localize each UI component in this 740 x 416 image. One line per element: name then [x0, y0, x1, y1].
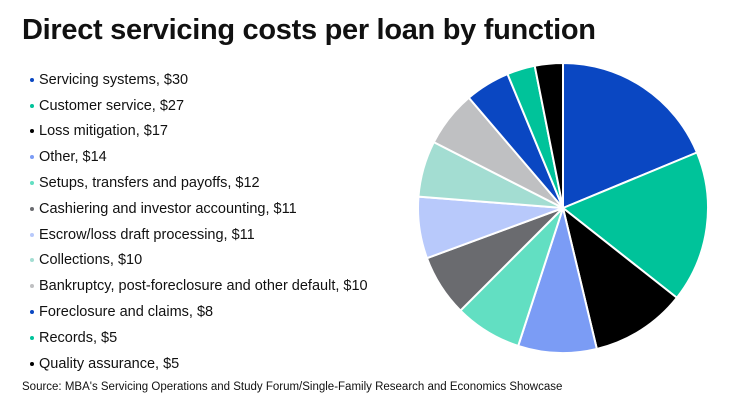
legend-label: Customer service, $27: [39, 97, 185, 114]
legend-label: Foreclosure and claims, $8: [39, 304, 214, 321]
legend-bullet-icon: [30, 181, 34, 186]
legend-bullet-icon: [30, 310, 34, 315]
legend-bullet-icon: [30, 77, 34, 82]
legend-item: Cashiering and investor accounting, $11: [30, 196, 368, 222]
legend-item: Setups, transfers and payoffs, $12: [30, 170, 368, 196]
legend-label: Servicing systems, $30: [39, 71, 189, 88]
pie-slice-servicing-systems: [562, 62, 698, 209]
legend-bullet-icon: [30, 155, 34, 160]
legend-item: Foreclosure and claims, $8: [30, 299, 368, 325]
legend-item: Other, $14: [30, 144, 368, 170]
legend-bullet-icon: [30, 258, 34, 263]
legend-item: Quality assurance, $5: [30, 351, 368, 377]
legend-label: Loss mitigation, $17: [39, 123, 168, 140]
chart-title: Direct servicing costs per loan by funct…: [22, 14, 596, 46]
legend-label: Escrow/loss draft processing, $11: [39, 226, 255, 243]
pie-slice-customer-service: [562, 151, 709, 299]
legend-label: Records, $5: [39, 329, 118, 346]
pie-chart: [417, 62, 709, 354]
chart-legend: Servicing systems, $30 Customer service, …: [30, 67, 368, 377]
legend-item: Bankruptcy, post-foreclosure and other d…: [30, 273, 368, 299]
pie-slice-quality-assurance: [533, 62, 564, 209]
legend-item: Records, $5: [30, 325, 368, 351]
source-note: Source: MBA's Servicing Operations and S…: [22, 381, 563, 393]
legend-item: Collections, $10: [30, 248, 368, 274]
legend-label: Quality assurance, $5: [39, 355, 180, 372]
legend-item: Servicing systems, $30: [30, 67, 368, 93]
legend-bullet-icon: [30, 361, 34, 366]
legend-bullet-icon: [30, 129, 34, 134]
legend-label: Other, $14: [39, 149, 107, 166]
legend-bullet-icon: [30, 284, 34, 289]
legend-item: Escrow/loss draft processing, $11: [30, 222, 368, 248]
legend-label: Cashiering and investor accounting, $11: [39, 200, 297, 217]
pie-slice-loss-mitigation: [562, 207, 678, 350]
legend-bullet-icon: [30, 335, 34, 340]
legend-label: Bankruptcy, post-foreclosure and other d…: [39, 278, 368, 295]
legend-bullet-icon: [30, 206, 34, 211]
legend-bullet-icon: [30, 232, 34, 237]
legend-bullet-icon: [30, 103, 34, 108]
legend-label: Setups, transfers and payoffs, $12: [39, 175, 260, 192]
legend-item: Customer service, $27: [30, 93, 368, 119]
legend-item: Loss mitigation, $17: [30, 119, 368, 145]
legend-label: Collections, $10: [39, 252, 143, 269]
